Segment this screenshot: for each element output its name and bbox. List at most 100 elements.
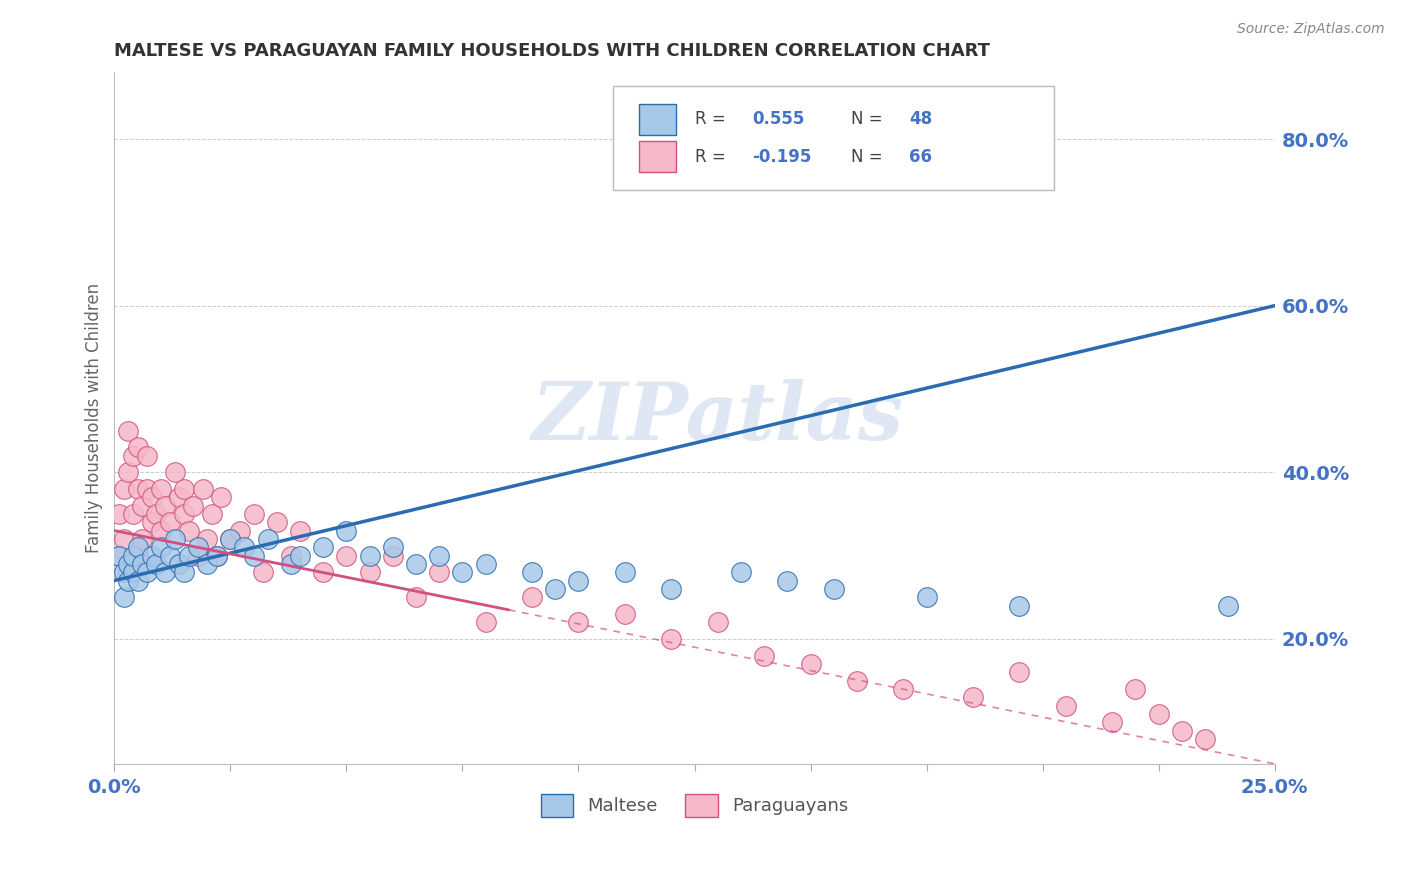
Point — [1147, 706, 1170, 721]
Text: N =: N = — [851, 148, 889, 166]
Point — [159, 515, 181, 529]
Text: Source: ZipAtlas.com: Source: ZipAtlas.com — [1237, 22, 1385, 37]
Point — [135, 449, 157, 463]
Point — [112, 566, 135, 580]
Point — [177, 524, 200, 538]
Point — [219, 532, 242, 546]
Point — [149, 540, 172, 554]
Point — [520, 591, 543, 605]
Point — [1101, 715, 1123, 730]
Point — [173, 566, 195, 580]
Point — [359, 549, 381, 563]
Point — [135, 566, 157, 580]
Point — [233, 540, 256, 554]
Point — [280, 549, 302, 563]
Point — [613, 566, 636, 580]
Point — [145, 557, 167, 571]
Point — [427, 566, 450, 580]
Point — [405, 591, 427, 605]
Point — [127, 574, 149, 588]
Point — [127, 540, 149, 554]
Point — [266, 515, 288, 529]
Point — [427, 549, 450, 563]
Point — [112, 591, 135, 605]
Point — [359, 566, 381, 580]
Point — [131, 532, 153, 546]
Point — [1054, 698, 1077, 713]
Point — [228, 524, 250, 538]
Point — [823, 582, 845, 596]
Point — [256, 532, 278, 546]
Point — [155, 566, 177, 580]
Point — [219, 532, 242, 546]
Text: R =: R = — [695, 148, 731, 166]
Point — [730, 566, 752, 580]
Point — [117, 574, 139, 588]
Point — [112, 532, 135, 546]
Point — [1008, 665, 1031, 680]
Point — [169, 557, 191, 571]
Point — [177, 549, 200, 563]
FancyBboxPatch shape — [638, 141, 676, 172]
Point — [108, 549, 131, 563]
Point — [163, 465, 186, 479]
Point — [145, 507, 167, 521]
Point — [1008, 599, 1031, 613]
Point — [173, 507, 195, 521]
Point — [288, 524, 311, 538]
Text: R =: R = — [695, 111, 731, 128]
Point — [201, 507, 224, 521]
Point — [312, 540, 335, 554]
Point — [112, 482, 135, 496]
Point — [108, 549, 131, 563]
Point — [127, 482, 149, 496]
Point — [288, 549, 311, 563]
Point — [335, 524, 357, 538]
Point — [122, 549, 145, 563]
Point — [117, 557, 139, 571]
Point — [962, 690, 984, 705]
Text: 66: 66 — [910, 148, 932, 166]
Point — [122, 566, 145, 580]
Point — [799, 657, 821, 671]
Point — [169, 490, 191, 504]
Point — [335, 549, 357, 563]
Point — [159, 549, 181, 563]
Text: 0.555: 0.555 — [752, 111, 804, 128]
Text: -0.195: -0.195 — [752, 148, 811, 166]
Point — [451, 566, 474, 580]
Point — [117, 465, 139, 479]
FancyBboxPatch shape — [613, 87, 1054, 190]
Point — [280, 557, 302, 571]
Point — [845, 673, 868, 688]
Point — [567, 574, 589, 588]
Point — [163, 532, 186, 546]
Point — [405, 557, 427, 571]
Point — [155, 499, 177, 513]
Point — [752, 648, 775, 663]
Point — [242, 507, 264, 521]
Point — [173, 482, 195, 496]
Point — [181, 499, 204, 513]
Point — [122, 449, 145, 463]
Point — [544, 582, 567, 596]
Point — [149, 524, 172, 538]
Point — [659, 632, 682, 646]
Text: N =: N = — [851, 111, 889, 128]
FancyBboxPatch shape — [638, 103, 676, 135]
Point — [141, 515, 163, 529]
Point — [195, 532, 218, 546]
Point — [205, 549, 228, 563]
Point — [1194, 731, 1216, 746]
Point — [122, 507, 145, 521]
Point — [706, 615, 728, 630]
Point — [1171, 723, 1194, 738]
Point — [474, 615, 496, 630]
Point — [474, 557, 496, 571]
Text: ZIPatlas: ZIPatlas — [531, 379, 904, 457]
Point — [381, 549, 404, 563]
Point — [108, 507, 131, 521]
Point — [893, 681, 915, 696]
Text: 48: 48 — [910, 111, 932, 128]
Point — [127, 440, 149, 454]
